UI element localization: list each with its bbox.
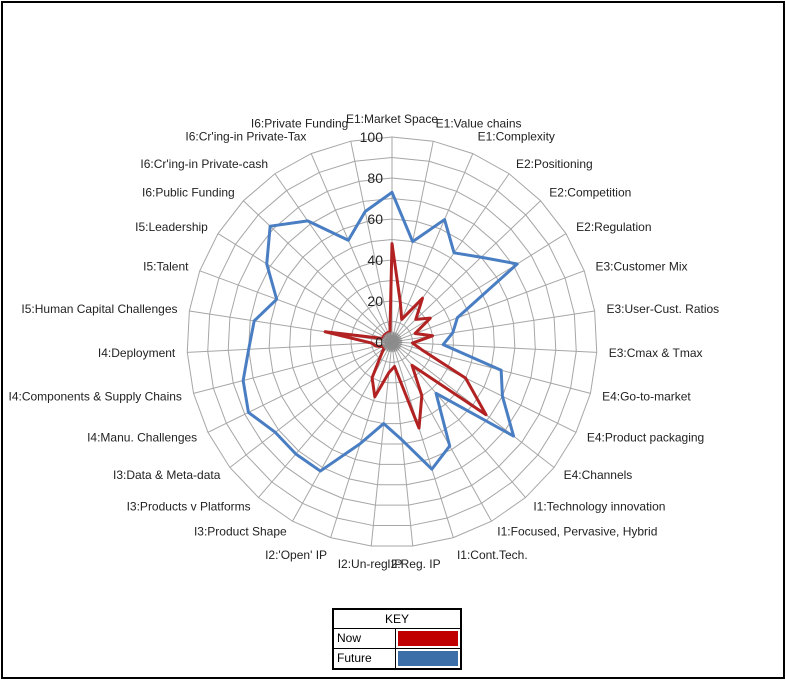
category-label: I1:Technology innovation [533, 500, 665, 514]
grid-spoke [229, 341, 393, 468]
category-label: I2:'Open' IP [265, 548, 327, 562]
category-label: E1:Value chains [436, 116, 522, 130]
grid-ring [309, 259, 475, 425]
axis-tick-label: 20 [367, 293, 383, 309]
category-label: E4:Go-to-market [602, 389, 691, 403]
grid-spoke [207, 341, 393, 433]
grid-spoke [391, 233, 567, 343]
legend-title: KEY [384, 612, 409, 626]
axis-tick-label: 40 [367, 252, 383, 268]
axis-tick-label: 0 [375, 334, 383, 350]
category-label: E1:Market Space [346, 112, 438, 126]
category-label: I5:Leadership [135, 220, 208, 234]
category-label: E3:Cmax & Tmax [609, 346, 703, 360]
grid-spoke [193, 341, 393, 394]
grid-spoke [391, 200, 541, 343]
category-label: E4:Product packaging [587, 431, 704, 445]
legend: KEY Now Future [332, 608, 462, 670]
grid-spoke [258, 341, 393, 498]
grid-spoke [187, 341, 393, 353]
category-label: E3:Customer Mix [595, 260, 687, 274]
category-label: I6:Cr'ing-in Private-cash [140, 157, 268, 171]
legend-swatch-future [398, 651, 458, 666]
grid-ring [227, 177, 557, 506]
category-label: I4:Manu. Challenges [87, 431, 197, 445]
grid-ring [371, 320, 413, 363]
category-label: I4:Deployment [98, 346, 176, 360]
grid-spoke [391, 153, 474, 343]
category-label: I6:Public Funding [142, 185, 235, 199]
grid-spoke [274, 173, 393, 343]
category-label: E1:Complexity [478, 130, 555, 144]
grid-spoke [391, 341, 414, 546]
grid-ring [186, 136, 598, 547]
category-label: I5:Talent [143, 260, 189, 274]
legend-label-now: Now [334, 629, 396, 648]
hub-spoke [389, 331, 393, 343]
grid-spoke [217, 233, 393, 343]
grid-ring [289, 238, 495, 445]
grid-spoke [199, 270, 393, 343]
category-label: I2:Un-reg IP [338, 557, 403, 571]
grid-spoke [243, 200, 393, 343]
category-label: E4:Channels [564, 468, 633, 482]
grid-spoke [310, 153, 393, 343]
legend-swatch-now [398, 631, 458, 646]
category-label: E3:User-Cust. Ratios [606, 302, 719, 316]
category-label: I1:Cont.Tech. [457, 548, 528, 562]
grid-spoke [391, 341, 577, 433]
grid-spoke [391, 341, 597, 353]
category-label: I6:Cr'ing-in Private-Tax [185, 130, 306, 144]
axis-tick-label: 100 [360, 129, 384, 145]
grid-spoke [391, 270, 585, 343]
grid-ring [207, 156, 577, 527]
legend-label-future: Future [334, 649, 396, 668]
category-label: I2:Reg. IP [387, 557, 440, 571]
legend-entry-now: Now [334, 628, 460, 648]
grid-spoke [350, 141, 393, 343]
grid-spoke [391, 341, 492, 522]
category-label: E2:Regulation [576, 220, 651, 234]
grid-spoke [330, 341, 393, 538]
category-label: I3:Data & Meta-data [113, 468, 221, 482]
grid-spoke [391, 173, 510, 343]
category-label: I1:Focused, Pervasive, Hybrid [497, 525, 657, 539]
axis-tick-label: 80 [367, 170, 383, 186]
grid-spoke [391, 341, 454, 538]
category-label: I3:Products v Platforms [127, 500, 251, 514]
category-label: E2:Competition [549, 185, 631, 199]
category-label: I4:Components & Supply Chains [8, 389, 181, 403]
grid-ring [330, 279, 454, 404]
series-line-now [323, 242, 488, 430]
category-label: E2:Positioning [516, 157, 593, 171]
category-label: I3:Product Shape [194, 525, 287, 539]
series-line-future [241, 190, 519, 473]
legend-entry-future: Future [334, 648, 460, 668]
category-label: I6:Private Funding [251, 116, 348, 130]
axis-tick-label: 60 [367, 211, 383, 227]
category-label: I5:Human Capital Challenges [21, 302, 177, 316]
